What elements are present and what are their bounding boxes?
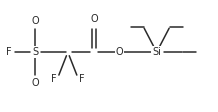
Text: O: O — [116, 47, 123, 57]
Text: S: S — [32, 47, 38, 57]
Text: O: O — [90, 14, 98, 24]
Text: Si: Si — [152, 47, 161, 57]
Text: O: O — [32, 16, 39, 26]
Text: F: F — [6, 47, 12, 57]
Text: O: O — [32, 78, 39, 88]
Text: F: F — [51, 74, 56, 84]
Text: F: F — [79, 74, 85, 84]
